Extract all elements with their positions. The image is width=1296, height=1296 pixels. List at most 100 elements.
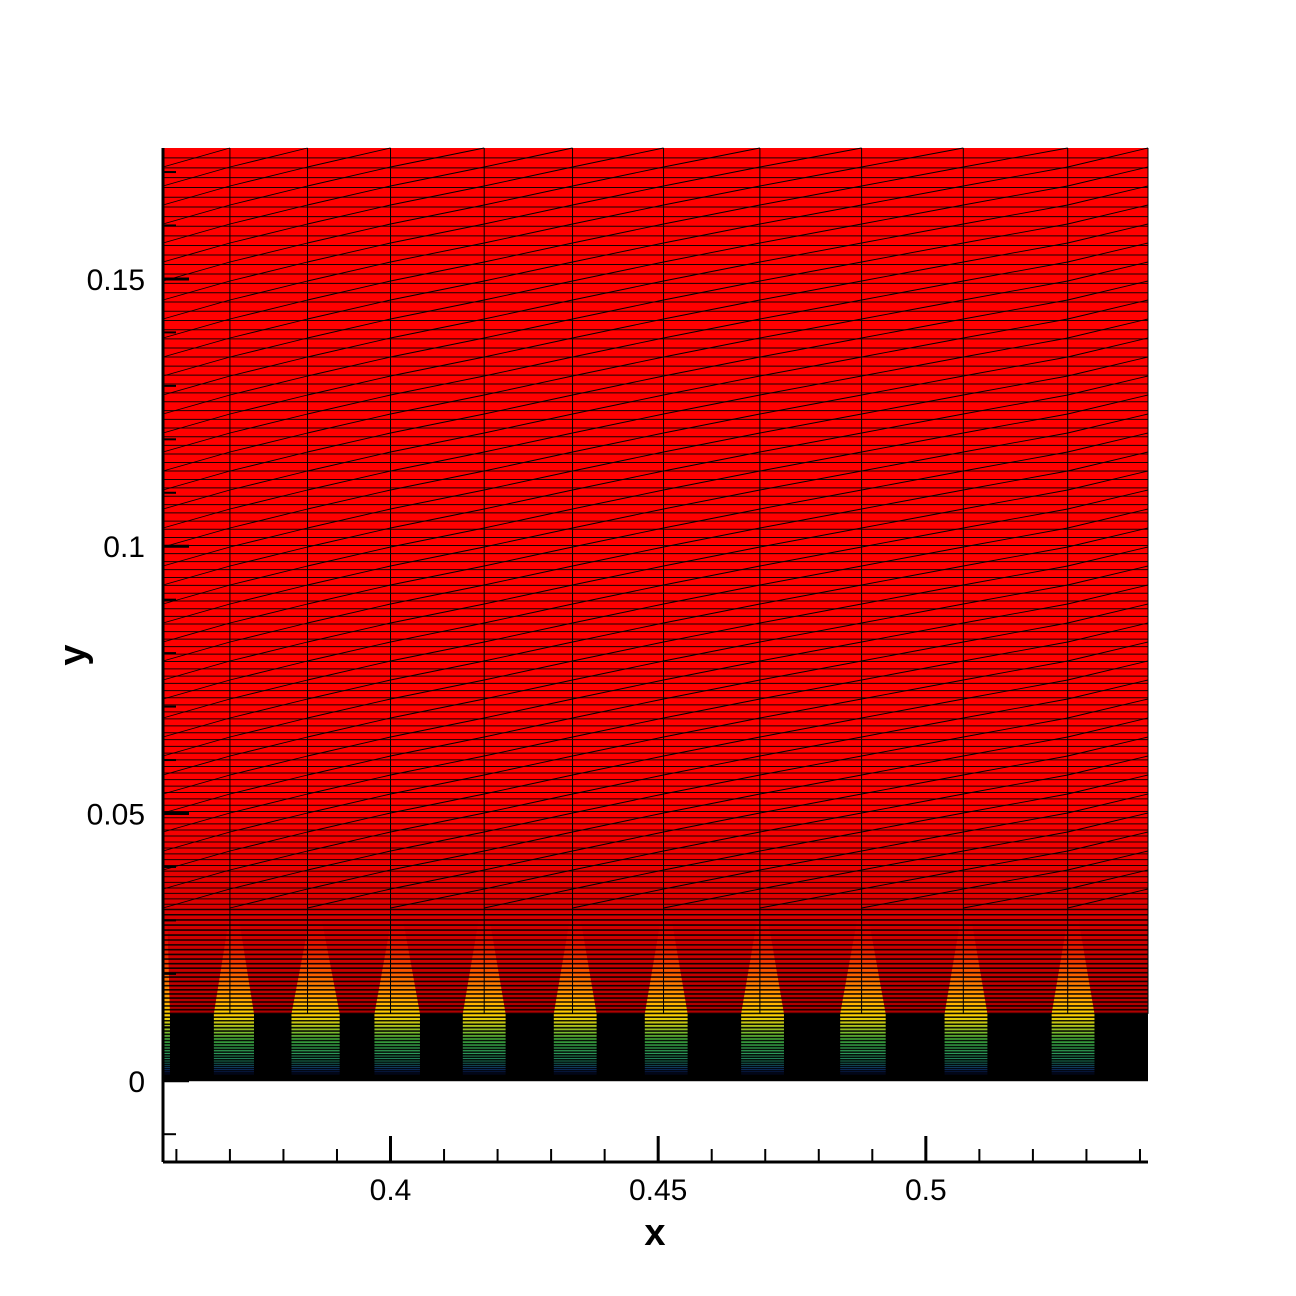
mesh-diagonal-line (572, 527, 664, 548)
mesh-diagonal-line (861, 470, 964, 491)
mesh-diagonal-line (390, 831, 485, 852)
mesh-diagonal-line (572, 470, 664, 491)
mesh-diagonal-line (963, 204, 1068, 225)
mesh-diagonal-line (484, 812, 573, 833)
mesh-diagonal-line (229, 698, 308, 719)
mesh-diagonal-line (307, 565, 391, 586)
mesh-diagonal-line (484, 147, 573, 168)
mesh-diagonal-line (963, 242, 1068, 263)
mesh-diagonal-line (963, 394, 1068, 415)
mesh-diagonal-line (484, 185, 573, 206)
mesh-diagonal-line (963, 185, 1068, 206)
mesh-diagonal-line (861, 717, 964, 738)
mesh-diagonal-line (162, 888, 231, 909)
mesh-diagonal-line (484, 869, 573, 890)
mesh-diagonal-line (963, 679, 1068, 700)
mesh-diagonal-line (390, 622, 485, 643)
mesh-diagonal-line (307, 869, 391, 890)
mesh-diagonal-line (572, 147, 664, 168)
mesh-diagonal-line (1067, 603, 1149, 624)
mesh-diagonal-line (963, 717, 1068, 738)
mesh-diagonal-line (307, 147, 391, 168)
mesh-diagonal-line (390, 147, 485, 168)
mesh-diagonal-line (229, 299, 308, 320)
mesh-diagonal-line (1067, 584, 1149, 605)
mesh-diagonal-line (307, 432, 391, 453)
mesh-diagonal-line (861, 755, 964, 776)
mesh-diagonal-line (861, 736, 964, 757)
mesh-diagonal-line (1067, 375, 1149, 396)
mesh-diagonal-line (1067, 869, 1149, 890)
mesh-diagonal-line (663, 565, 760, 586)
mesh-diagonal-line (1067, 622, 1149, 643)
mesh-diagonal-line (229, 755, 308, 776)
mesh-diagonal-line (229, 641, 308, 662)
mesh-diagonal-line (663, 584, 760, 605)
mesh-diagonal-line (162, 565, 231, 586)
mesh-diagonal-line (1067, 337, 1149, 358)
mesh-diagonal-line (390, 242, 485, 263)
mesh-diagonal-line (484, 432, 573, 453)
mesh-diagonal-line (307, 850, 391, 871)
mesh-diagonal-line (307, 641, 391, 662)
mesh-diagonal-line (307, 375, 391, 396)
mesh-diagonal-line (162, 489, 231, 510)
mesh-diagonal-line (390, 451, 485, 472)
mesh-diagonal-line (963, 413, 1068, 434)
mesh-diagonal-line (484, 470, 573, 491)
mesh-diagonal-line (963, 356, 1068, 377)
mesh-diagonal-line (229, 318, 308, 339)
mesh-diagonal-line (229, 147, 308, 168)
mesh-diagonal-line (1067, 508, 1149, 529)
mesh-diagonal-line (663, 413, 760, 434)
mesh-diagonal-line (663, 869, 760, 890)
mesh-diagonal-line (162, 223, 231, 244)
mesh-diagonal-line (861, 869, 964, 890)
mesh-diagonal-line (663, 432, 760, 453)
mesh-diagonal-line (759, 223, 862, 244)
mesh-diagonal-line (390, 318, 485, 339)
mesh-diagonal-line (963, 736, 1068, 757)
mesh-diagonal-line (162, 603, 231, 624)
mesh-diagonal-line (307, 451, 391, 472)
mesh-diagonal-line (162, 204, 231, 225)
mesh-diagonal-line (229, 869, 308, 890)
mesh-diagonal-line (572, 698, 664, 719)
mesh-diagonal-line (572, 432, 664, 453)
mesh-diagonal-line (572, 451, 664, 472)
mesh-diagonal-line (229, 261, 308, 282)
mesh-diagonal-line (162, 375, 231, 396)
mesh-diagonal-line (572, 774, 664, 795)
mesh-diagonal-line (759, 280, 862, 301)
y-tick-label: 0.15 (87, 264, 145, 297)
mesh-diagonal-line (963, 565, 1068, 586)
mesh-diagonal-line (229, 356, 308, 377)
mesh-diagonal-line (390, 888, 485, 909)
mesh-diagonal-line (307, 755, 391, 776)
mesh-diagonal-line (1067, 565, 1149, 586)
mesh-diagonal-line (484, 698, 573, 719)
mesh-diagonal-line (229, 337, 308, 358)
mesh-diagonal-line (1067, 432, 1149, 453)
mesh-diagonal-line (162, 660, 231, 681)
mesh-diagonal-line (1067, 793, 1149, 814)
mesh-diagonal-line (1067, 299, 1149, 320)
mesh-diagonal-line (1067, 185, 1149, 206)
mesh-diagonal-line (390, 869, 485, 890)
mesh-diagonal-line (390, 356, 485, 377)
mesh-diagonal-line (663, 850, 760, 871)
mesh-diagonal-line (307, 299, 391, 320)
mesh-diagonal-line (663, 356, 760, 377)
mesh-diagonal-line (963, 812, 1068, 833)
mesh-diagonal-line (1067, 736, 1149, 757)
mesh-diagonal-line (484, 774, 573, 795)
x-axis-title: x (644, 1212, 665, 1254)
mesh-diagonal-line (390, 204, 485, 225)
mesh-diagonal-line (663, 204, 760, 225)
mesh-diagonal-line (1067, 280, 1149, 301)
mesh-diagonal-line (390, 603, 485, 624)
mesh-diagonal-line (663, 641, 760, 662)
mesh-diagonal-line (229, 185, 308, 206)
mesh-diagonal-line (162, 356, 231, 377)
mesh-diagonal-line (229, 736, 308, 757)
